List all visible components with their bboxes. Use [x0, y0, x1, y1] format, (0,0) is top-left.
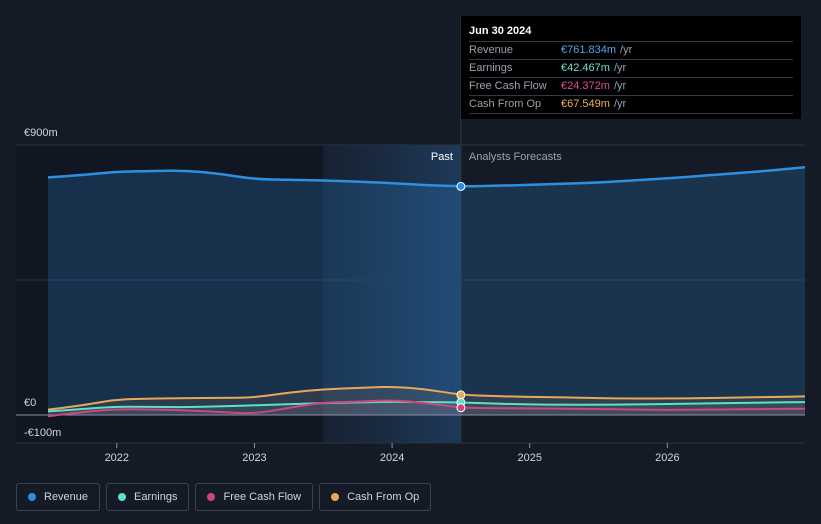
- series-layer: [47, 165, 806, 418]
- legend-label: Cash From Op: [347, 491, 420, 503]
- revenue-marker: [456, 181, 466, 191]
- x-tick-label: 2023: [242, 452, 266, 464]
- tooltip-unit: /yr: [620, 44, 633, 56]
- tooltip-panel: Jun 30 2024 Revenue €761.834m /yr Earnin…: [461, 16, 801, 119]
- cash-from-op-marker: [456, 390, 466, 400]
- axis-labels: €900m €0 -€100m 2022 2023 2024 2025 2026 Past Ana…: [24, 127, 680, 464]
- legend-item-earnings[interactable]: Earnings: [106, 483, 190, 511]
- tooltip-value: €24.372m: [561, 80, 610, 92]
- revenue-area: [48, 167, 805, 415]
- legend-item-revenue[interactable]: Revenue: [16, 483, 101, 511]
- legend-label: Free Cash Flow: [223, 491, 302, 503]
- legend: Revenue Earnings Free Cash Flow Cash Fro…: [16, 483, 432, 511]
- free-cash-flow-line: [47, 399, 806, 418]
- y-tick-label: €900m: [24, 127, 58, 139]
- tooltip-unit: /yr: [613, 62, 627, 74]
- tooltip-date: Jun 30 2024: [469, 24, 793, 42]
- legend-item-cash-from-op[interactable]: Cash From Op: [319, 483, 432, 511]
- tooltip-unit: /yr: [613, 98, 627, 110]
- legend-dot-icon: [207, 493, 216, 501]
- x-tick-label: 2026: [655, 452, 679, 464]
- y-tick-label: €0: [24, 397, 36, 409]
- y-tick-label: -€100m: [24, 427, 61, 439]
- tooltip-row-revenue: Revenue €761.834m /yr: [469, 42, 793, 60]
- legend-dot-icon: [118, 493, 127, 501]
- tooltip-unit: /yr: [613, 80, 627, 92]
- x-tick-label: 2025: [517, 452, 541, 464]
- markers-layer: [456, 181, 466, 413]
- tooltip-label: Revenue: [469, 44, 514, 56]
- highlight-band: [323, 145, 461, 443]
- tooltip-row-free-cash-flow: Free Cash Flow €24.372m /yr: [469, 78, 793, 96]
- cash-from-op-line: [47, 385, 806, 411]
- tooltip-value: €42.467m: [561, 62, 610, 74]
- tooltip-value: €67.549m: [561, 98, 610, 110]
- revenue-line: [47, 165, 806, 188]
- tooltip-row-earnings: Earnings €42.467m /yr: [469, 60, 793, 78]
- chart-background: [16, 16, 462, 443]
- tooltip-row-cash-from-op: Cash From Op €67.549m /yr: [469, 96, 793, 114]
- x-tick-label: 2022: [105, 452, 129, 464]
- legend-item-free-cash-flow[interactable]: Free Cash Flow: [195, 483, 314, 511]
- free-cash-flow-marker: [456, 403, 466, 413]
- past-label: Past: [431, 151, 453, 163]
- cash-from-op-area: [48, 386, 805, 415]
- legend-dot-icon: [28, 493, 36, 501]
- forecast-label: Analysts Forecasts: [469, 151, 562, 163]
- tooltip-label: Free Cash Flow: [469, 80, 547, 92]
- gridlines: [16, 144, 805, 444]
- x-tick-label: 2024: [380, 452, 404, 464]
- tooltip-label: Cash From Op: [469, 98, 542, 110]
- free-cash-flow-area: [48, 400, 805, 417]
- legend-label: Revenue: [44, 491, 89, 503]
- legend-label: Earnings: [134, 491, 178, 503]
- tooltip-label: Earnings: [469, 62, 513, 74]
- legend-dot-icon: [331, 493, 340, 501]
- tooltip-value: €761.834m: [561, 44, 617, 56]
